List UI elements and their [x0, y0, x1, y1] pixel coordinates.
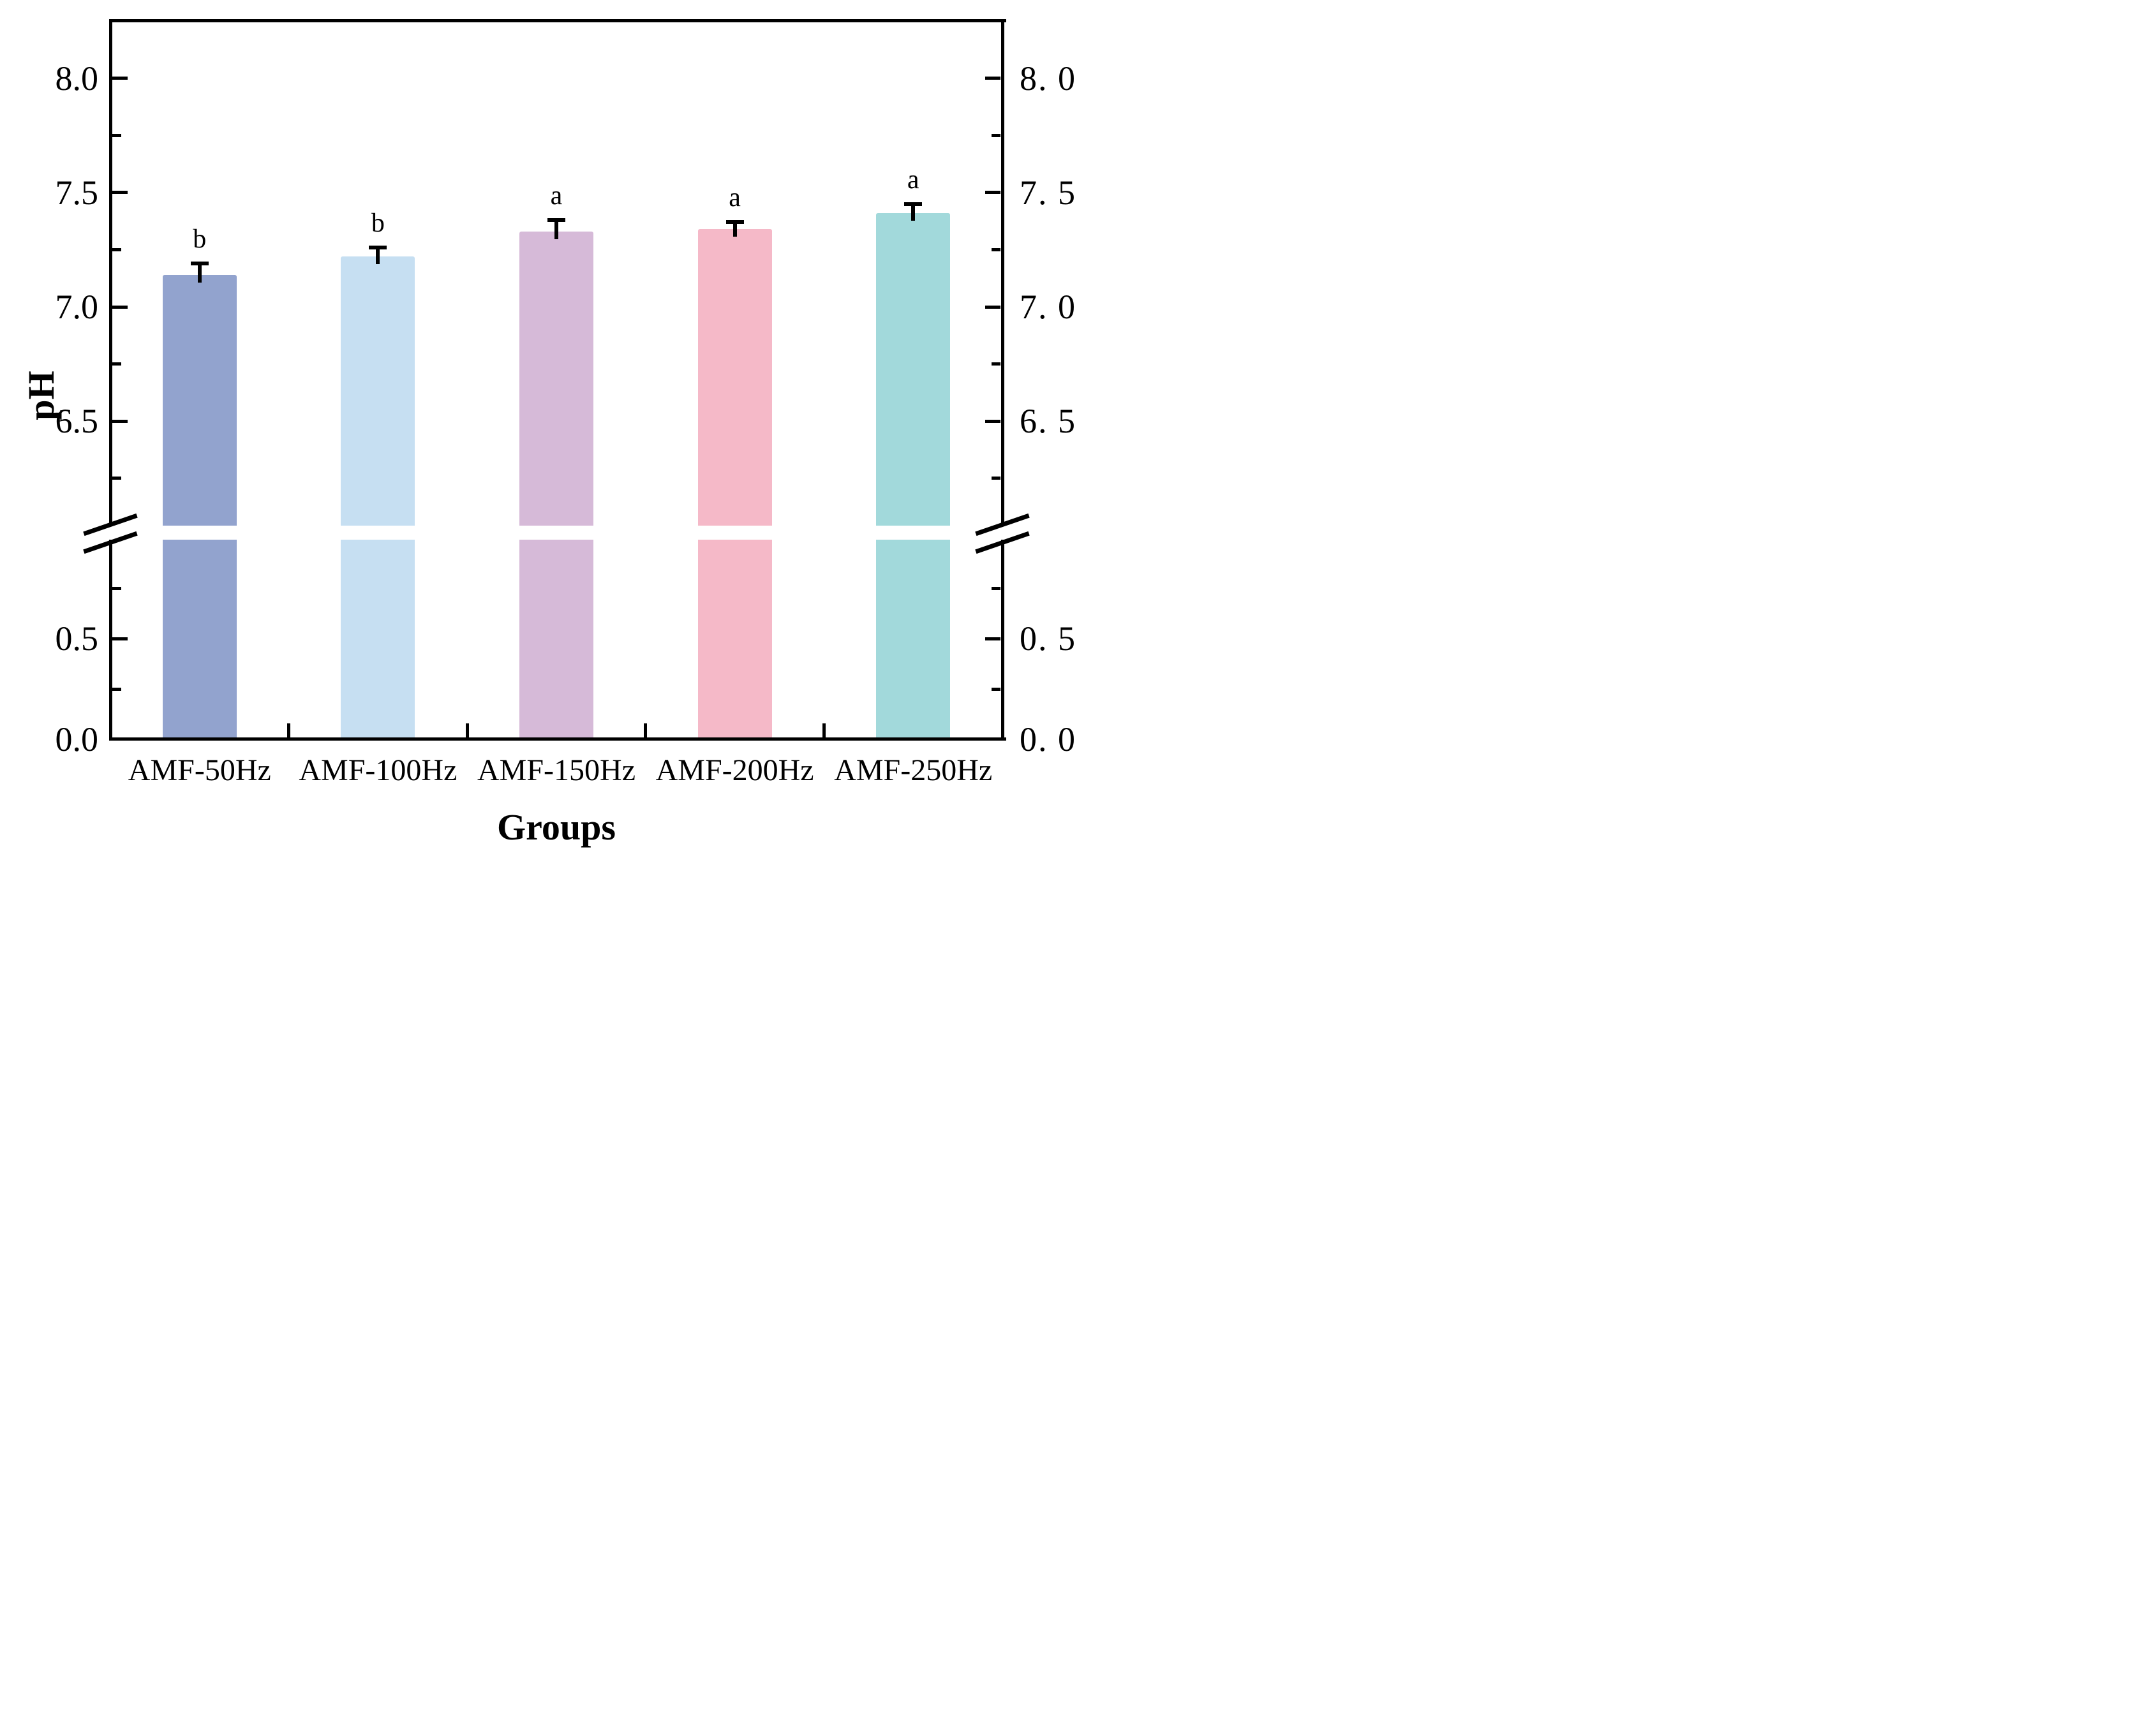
y-major-tick-left: [112, 362, 121, 366]
x-boundary-tick: [465, 723, 469, 737]
y-tick-label-left: 7.5: [55, 173, 99, 212]
error-bar-stem: [376, 247, 380, 265]
y-tick-label-right: 0. 0: [1020, 720, 1076, 758]
x-axis-title: Groups: [497, 806, 616, 848]
y-major-tick-left: [112, 586, 121, 590]
error-bar-stem: [911, 203, 916, 221]
y-major-tick-right: [992, 687, 1000, 691]
bar-AMF-150Hz-lower-segment: [519, 540, 593, 738]
ph-bar-chart-figure: pH Groups b AMF-50Hz b AMF-100Hz a AMF-150Hz a…: [0, 0, 1078, 862]
bar-AMF-50Hz-upper-segment: [162, 274, 237, 526]
y-major-tick-left: [112, 419, 128, 423]
y-tick-label-right: 0. 5: [1020, 619, 1076, 658]
x-tick-label-AMF-200Hz: AMF-200Hz: [655, 753, 814, 787]
error-bar-cap: [904, 202, 923, 206]
error-bar-cap: [369, 245, 387, 249]
x-boundary-tick: [822, 723, 826, 737]
y-tick-label-left: 8.0: [55, 59, 99, 98]
y-major-tick-right: [985, 637, 1000, 640]
y-tick-label-left: 6.5: [55, 402, 99, 441]
y-major-tick-right: [992, 133, 1000, 137]
y-major-tick-left: [112, 687, 121, 691]
y-tick-label-right: 7. 0: [1020, 288, 1076, 326]
y-major-tick-right: [992, 586, 1000, 590]
y-axis-title: pH: [20, 371, 62, 420]
error-bar-cap: [190, 261, 209, 265]
plot-border-bottom: [109, 737, 1006, 741]
bar-AMF-200Hz-upper-segment: [697, 229, 772, 526]
y-major-tick-right: [992, 362, 1000, 366]
bar-AMF-250Hz-lower-segment: [876, 540, 951, 738]
y-major-tick-left: [112, 305, 128, 309]
error-bar-cap: [725, 220, 744, 225]
bar-AMF-50Hz-lower-segment: [162, 540, 237, 738]
error-bar-stem: [197, 263, 202, 283]
y-major-tick-right: [985, 77, 1000, 80]
y-major-tick-left: [112, 191, 128, 195]
error-bar-stem: [554, 219, 558, 239]
error-bar-cap: [547, 218, 565, 222]
bar-AMF-200Hz-lower-segment: [697, 540, 772, 738]
bar-AMF-250Hz-upper-segment: [876, 213, 951, 526]
y-tick-label-right: 7. 5: [1020, 173, 1076, 212]
y-major-tick-left: [112, 248, 121, 251]
y-major-tick-left: [112, 133, 121, 137]
x-boundary-tick: [644, 723, 648, 737]
y-tick-label-right: 8. 0: [1020, 59, 1076, 98]
y-major-tick-left: [112, 77, 128, 80]
x-tick-label-AMF-100Hz: AMF-100Hz: [299, 753, 457, 787]
bar-AMF-100Hz-upper-segment: [341, 256, 415, 526]
x-tick-label-AMF-150Hz: AMF-150Hz: [477, 753, 636, 787]
significance-letter: b: [371, 208, 385, 238]
y-major-tick-right: [985, 419, 1000, 423]
plot-border-top: [109, 19, 1006, 22]
significance-letter: a: [907, 165, 919, 195]
right-axis-upper: [1001, 19, 1004, 526]
y-major-tick-left: [112, 477, 121, 480]
y-tick-label-left: 0.5: [55, 619, 99, 658]
error-bar-stem: [732, 222, 737, 237]
right-axis-lower: [1001, 540, 1004, 741]
left-axis-upper: [109, 19, 112, 526]
y-tick-label-right: 6. 5: [1020, 402, 1076, 441]
y-major-tick-right: [985, 191, 1000, 195]
significance-letter: a: [550, 181, 563, 211]
y-major-tick-right: [985, 305, 1000, 309]
y-tick-label-left: 0.0: [55, 720, 99, 758]
left-axis-lower: [109, 540, 112, 741]
bar-AMF-100Hz-lower-segment: [341, 540, 415, 738]
y-tick-label-left: 7.0: [55, 288, 99, 326]
x-boundary-tick: [287, 723, 291, 737]
y-major-tick-right: [992, 477, 1000, 480]
x-tick-label-AMF-250Hz: AMF-250Hz: [834, 753, 993, 787]
x-tick-label-AMF-50Hz: AMF-50Hz: [128, 753, 271, 787]
significance-letter: a: [729, 183, 741, 213]
y-major-tick-left: [112, 637, 128, 640]
bar-AMF-150Hz-upper-segment: [519, 231, 593, 526]
y-major-tick-right: [992, 248, 1000, 251]
significance-letter: b: [193, 224, 207, 254]
